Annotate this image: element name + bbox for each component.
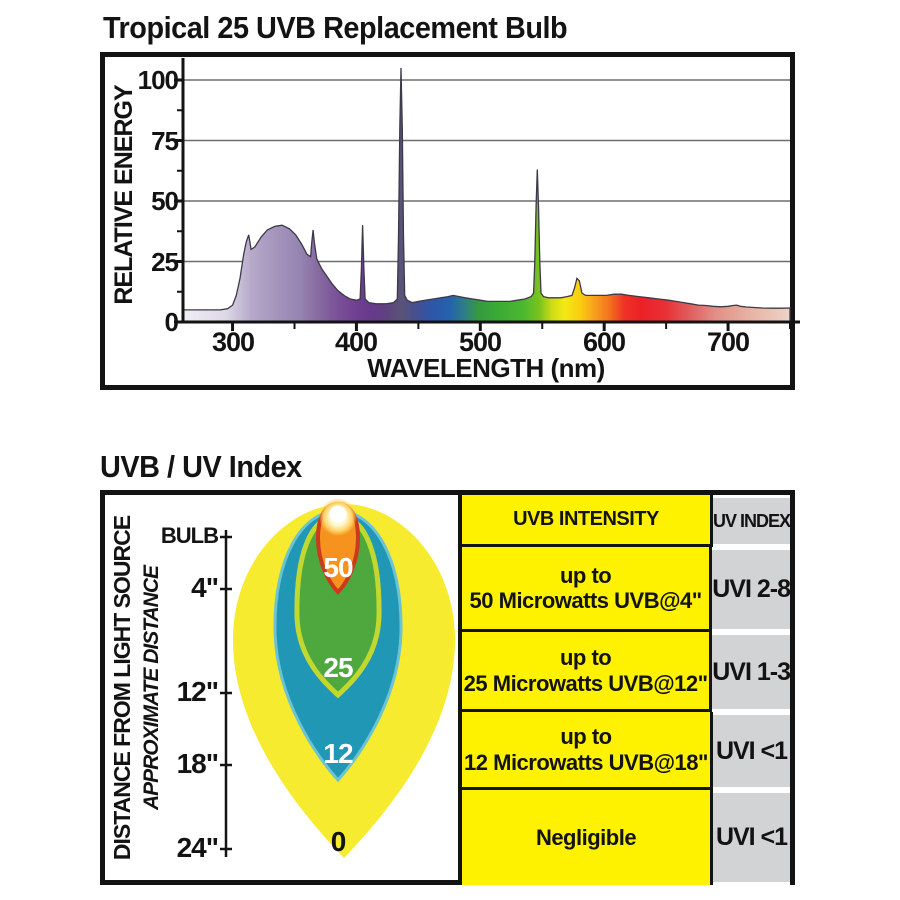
x-tick-label: 500: [458, 327, 502, 357]
table-row: up to 50 Microwatts UVB@4" UVI 2-8: [458, 547, 791, 632]
y-tick-label: 0: [164, 307, 179, 337]
uvb-intensity-cell: up to 25 Microwatts UVB@12": [458, 632, 713, 712]
distance-label: 12": [176, 675, 219, 707]
y-tick-label: 75: [151, 126, 179, 156]
spectrum-chart-panel: [100, 52, 795, 390]
x-tick-label: 700: [706, 327, 750, 357]
uv-index-cell: UVI 2-8: [712, 550, 791, 629]
table-row: up to 25 Microwatts UVB@12" UVI 1-3: [458, 632, 791, 712]
uv-index-cell: UVI 1-3: [712, 635, 791, 709]
uv-zone-value: 12: [323, 738, 353, 769]
uvb-intensity-header: UVB INTENSITY: [458, 495, 713, 547]
table-row: Negligible UVI <1: [458, 790, 790, 885]
uvb-intensity-cell: Negligible: [458, 790, 713, 885]
uv-zone: [294, 513, 382, 699]
y-tick-label: 50: [151, 186, 179, 216]
uv-table: UVB INTENSITY UV INDEX up to 50 Microwatts …: [458, 495, 791, 885]
uv-zone-value: 50: [323, 552, 353, 583]
uv-index-header: UV INDEX: [712, 498, 791, 544]
x-tick-label: 400: [334, 327, 378, 357]
x-axis-label: WAVELENGTH (nm): [367, 353, 605, 383]
table-row: UVB INTENSITY UV INDEX: [458, 495, 791, 547]
y-tick-label: 100: [137, 65, 179, 95]
uv-zone-value: 25: [323, 652, 353, 683]
distance-label: 4": [191, 571, 219, 603]
spectrum-plot: [173, 58, 800, 334]
distance-label: 18": [176, 747, 219, 779]
uvb-intensity-cell: up to 12 Microwatts UVB@18": [458, 712, 713, 790]
uvb-intensity-cell: up to 50 Microwatts UVB@4": [458, 547, 713, 632]
bulb-icon: [329, 505, 347, 523]
distance-axis: [220, 530, 232, 857]
spectrum-title: Tropical 25 UVB Replacement Bulb: [103, 10, 568, 45]
x-tick-label: 600: [582, 327, 626, 357]
distance-axis-label: DISTANCE FROM LIGHT SOURCE: [109, 515, 135, 861]
distance-label: BULB: [160, 523, 219, 549]
uv-zone-value: 0: [331, 826, 346, 857]
uv-index-title: UVB / UV Index: [100, 449, 302, 484]
uv-index-cell: UVI <1: [713, 793, 790, 882]
y-tick-label: 25: [151, 247, 179, 277]
uv-index-cell: UVI <1: [713, 715, 790, 787]
x-tick-label: 300: [211, 327, 255, 357]
table-row: up to 12 Microwatts UVB@18" UVI <1: [458, 712, 790, 790]
spectrum-area: [182, 67, 791, 323]
uv-cone-diagram: 50 25 12 0: [230, 496, 460, 871]
distance-label: 24": [176, 831, 219, 863]
